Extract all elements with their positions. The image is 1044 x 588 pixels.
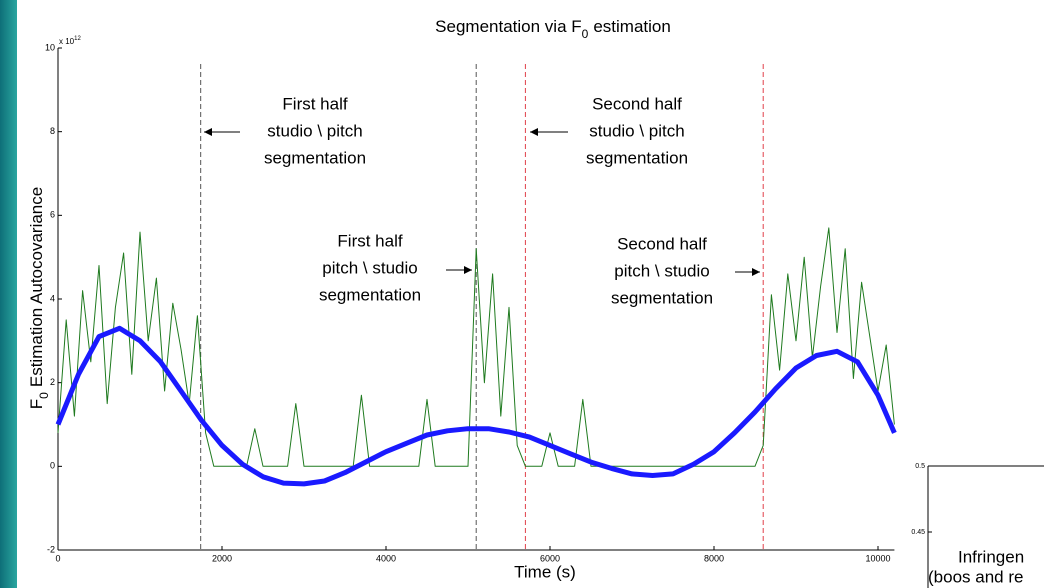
y-label-rest: Estimation Autocovariance — [27, 187, 46, 387]
title-main: Segmentation via F — [435, 17, 581, 36]
y-tick-label: 10 — [45, 42, 55, 52]
annotation-text: Second half — [592, 94, 682, 113]
annotation-text: segmentation — [319, 285, 421, 304]
chart-title: Segmentation via F0 estimation — [435, 17, 671, 41]
y-tick-label: 8 — [50, 126, 55, 136]
second-chart: 0.5 0.45 Infringen(boos and re — [911, 463, 1044, 588]
x-tick-label: 8000 — [704, 553, 724, 563]
signal-line — [57, 227, 895, 467]
title-sub: 0 — [582, 27, 589, 41]
annotation-text: pitch \ studio — [614, 261, 709, 280]
arrow-head — [530, 128, 538, 136]
fit-curve — [55, 325, 897, 487]
exponent-power: 12 — [74, 36, 81, 42]
exponent-base: x 10 — [59, 37, 75, 46]
annotation-text: pitch \ studio — [322, 258, 417, 277]
annotation-text: studio \ pitch — [267, 121, 362, 140]
y-label-main: F — [27, 399, 46, 409]
arrow-head — [752, 268, 760, 276]
x-tick-label: 4000 — [376, 553, 396, 563]
x-tick-label: 0 — [55, 553, 60, 563]
x-axis-label: Time (s) — [514, 562, 576, 581]
annotation-text: segmentation — [611, 288, 713, 307]
second-annotation: Infringen — [958, 547, 1024, 566]
x-tick-label: 10000 — [865, 553, 890, 563]
arrow-head — [464, 266, 472, 274]
y-exponent: x 1012 — [59, 36, 81, 47]
y-tick-label: 0 — [50, 461, 55, 471]
x-tick-label: 6000 — [540, 553, 560, 563]
x-tick-label: 2000 — [212, 553, 232, 563]
annotation-text: First half — [282, 94, 347, 113]
annotation-text: segmentation — [586, 148, 688, 167]
y-tick-label: -2 — [47, 544, 55, 554]
figure-background — [17, 0, 1044, 588]
annotation-text: segmentation — [264, 148, 366, 167]
y-tick-label: 0.5 — [915, 463, 925, 470]
annotation-text: studio \ pitch — [589, 121, 684, 140]
y-tick-label: 0.45 — [911, 529, 925, 536]
slide-edge — [0, 0, 17, 588]
second-chart-background — [928, 466, 1044, 588]
annotation-text: Second half — [617, 234, 707, 253]
y-tick-label: 6 — [50, 210, 55, 220]
y-axis-label: F0 Estimation Autocovariance — [27, 187, 51, 409]
y-tick-label: 4 — [50, 293, 55, 303]
second-annotation: (boos and re — [928, 567, 1023, 586]
annotation-text: First half — [337, 231, 402, 250]
title-rest: estimation — [593, 17, 670, 36]
y-label-sub: 0 — [37, 392, 51, 399]
y-tick-label: 2 — [50, 377, 55, 387]
arrow-head — [204, 128, 212, 136]
